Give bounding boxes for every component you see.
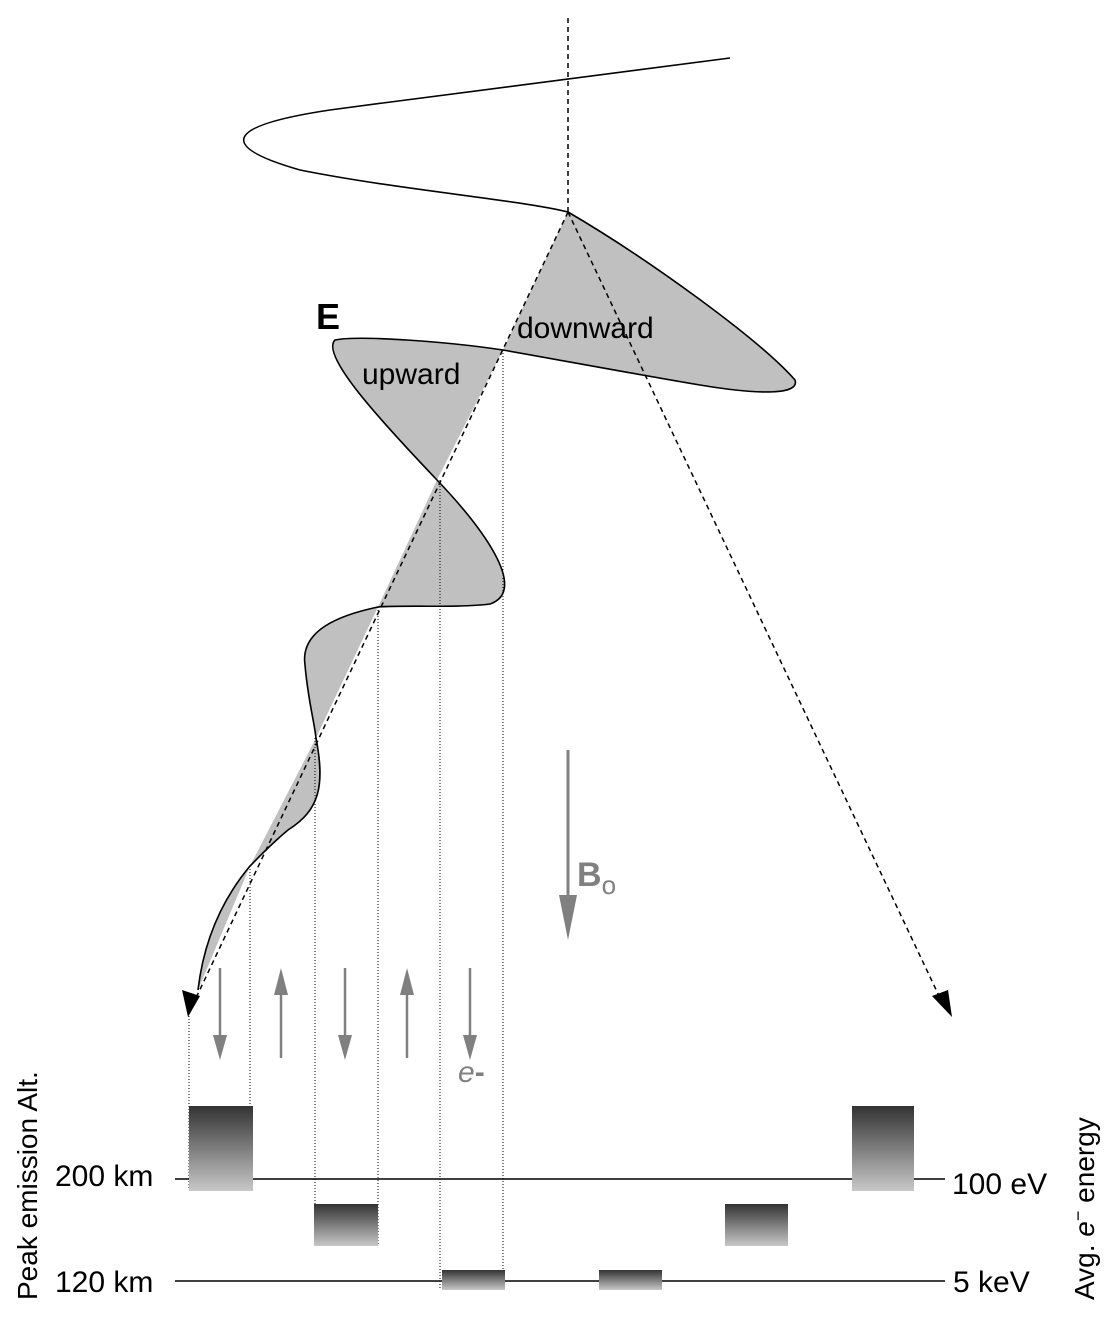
right-axis-e: e — [1069, 1221, 1100, 1237]
b-field-arrow-icon — [559, 750, 577, 940]
shaded-region-upward — [332, 338, 503, 480]
upward-label: upward — [362, 358, 460, 391]
energy-5-label: 5 keV — [953, 1266, 1030, 1299]
emission-block — [599, 1270, 662, 1290]
upper-wave-curve — [243, 57, 731, 213]
right-arrow-icon — [932, 990, 952, 1017]
downward-label: downward — [517, 312, 654, 345]
up-arrow-icon — [274, 968, 288, 1058]
down-arrow-icon — [463, 968, 477, 1060]
right-axis-sup: − — [1068, 1211, 1088, 1222]
left-axis-label: Peak emission Alt. — [12, 1071, 43, 1300]
e-field-wave-curve — [197, 211, 797, 991]
right-axis-label: Avg. e− energy — [1068, 1117, 1100, 1300]
shaded-region-lobe-6 — [198, 866, 250, 990]
right-axis-suffix: energy — [1069, 1117, 1100, 1210]
shaded-region-downward — [503, 212, 796, 392]
shaded-region-lobe-4 — [304, 607, 378, 738]
emission-block — [189, 1106, 253, 1191]
down-arrow-icon — [338, 968, 352, 1060]
altitude-120-label: 120 km — [55, 1266, 153, 1299]
down-arrow-icon — [213, 968, 227, 1060]
emission-block — [442, 1270, 505, 1290]
electron-letter: e — [458, 1056, 475, 1089]
electron-arrows — [213, 968, 477, 1060]
electron-label: e- — [458, 1056, 485, 1089]
left-arrow-icon — [182, 990, 200, 1017]
right-axis-prefix: Avg. — [1069, 1237, 1100, 1300]
altitude-200-label: 200 km — [55, 1160, 153, 1193]
energy-100-label: 100 eV — [952, 1168, 1047, 1201]
shaded-region-lobe-3 — [378, 480, 505, 607]
electron-sign: - — [475, 1056, 485, 1089]
e-field-label: E — [316, 296, 340, 337]
b-field-letter: B — [577, 856, 602, 894]
emission-block — [852, 1106, 914, 1191]
left-dashed-diagonal — [194, 211, 569, 1001]
up-arrow-icon — [400, 968, 414, 1058]
b-field-subscript: o — [602, 870, 616, 900]
right-dashed-diagonal — [567, 211, 941, 999]
b-field-label: Bo — [577, 856, 616, 900]
shaded-region-lobe-5 — [250, 738, 320, 866]
emission-block — [314, 1204, 378, 1246]
emission-blocks — [189, 1106, 914, 1290]
emission-block — [725, 1204, 788, 1246]
